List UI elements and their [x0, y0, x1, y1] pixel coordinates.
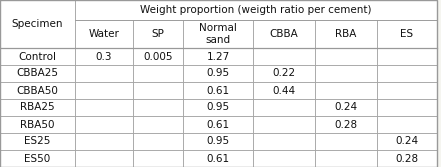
Bar [315, 48, 377, 65]
Bar [0, 0, 75, 48]
Text: 0.95: 0.95 [206, 103, 230, 113]
Bar [183, 82, 253, 99]
Bar [183, 48, 253, 65]
Text: RBA25: RBA25 [20, 103, 55, 113]
Bar [75, 150, 133, 167]
Text: 0.95: 0.95 [206, 136, 230, 146]
Bar [133, 48, 183, 65]
Bar [75, 48, 133, 65]
Text: CBBA50: CBBA50 [17, 86, 59, 96]
Bar [377, 99, 437, 116]
Bar [183, 65, 253, 82]
Bar [315, 116, 377, 133]
Bar [315, 99, 377, 116]
Bar [75, 116, 133, 133]
Bar [133, 82, 183, 99]
Bar [75, 99, 133, 116]
Bar [0, 99, 75, 116]
Text: ES50: ES50 [24, 153, 51, 163]
Bar [133, 150, 183, 167]
Text: CBBA25: CBBA25 [16, 68, 59, 78]
Text: Weight proportion (weigth ratio per cement): Weight proportion (weigth ratio per ceme… [140, 5, 372, 15]
Text: ES25: ES25 [24, 136, 51, 146]
Text: Control: Control [19, 51, 56, 61]
Bar [377, 116, 437, 133]
Text: 0.61: 0.61 [206, 86, 230, 96]
Bar [183, 99, 253, 116]
Bar [253, 133, 315, 150]
Bar [0, 48, 75, 65]
Bar [377, 150, 437, 167]
Bar [0, 82, 75, 99]
Text: ES: ES [400, 29, 414, 39]
Text: CBBA: CBBA [269, 29, 299, 39]
Text: 1.27: 1.27 [206, 51, 230, 61]
Text: 0.28: 0.28 [334, 120, 358, 129]
Text: 0.44: 0.44 [273, 86, 295, 96]
Text: 0.005: 0.005 [143, 51, 173, 61]
Bar [315, 65, 377, 82]
Text: 0.28: 0.28 [396, 153, 419, 163]
Bar [183, 20, 253, 48]
Bar [253, 99, 315, 116]
Bar [183, 133, 253, 150]
Bar [315, 133, 377, 150]
Bar [75, 133, 133, 150]
Bar [133, 99, 183, 116]
Text: 0.24: 0.24 [396, 136, 419, 146]
Bar [377, 65, 437, 82]
Text: Water: Water [89, 29, 120, 39]
Text: 0.24: 0.24 [334, 103, 358, 113]
Bar [253, 48, 315, 65]
Text: Normal
sand: Normal sand [199, 23, 237, 45]
Bar [183, 116, 253, 133]
Text: 0.95: 0.95 [206, 68, 230, 78]
Bar [377, 133, 437, 150]
Bar [0, 133, 75, 150]
Bar [315, 20, 377, 48]
Bar [133, 20, 183, 48]
Bar [315, 82, 377, 99]
Bar [377, 20, 437, 48]
Text: 0.61: 0.61 [206, 120, 230, 129]
Bar [253, 116, 315, 133]
Bar [0, 65, 75, 82]
Bar [253, 65, 315, 82]
Text: RBA50: RBA50 [20, 120, 55, 129]
Bar [133, 65, 183, 82]
Text: 0.22: 0.22 [273, 68, 295, 78]
Bar [133, 116, 183, 133]
Text: RBA: RBA [335, 29, 357, 39]
Bar [377, 82, 437, 99]
Text: 0.3: 0.3 [96, 51, 112, 61]
Bar [0, 150, 75, 167]
Bar [183, 150, 253, 167]
Bar [75, 65, 133, 82]
Text: 0.61: 0.61 [206, 153, 230, 163]
Bar [377, 48, 437, 65]
Bar [253, 20, 315, 48]
Bar [0, 116, 75, 133]
Bar [253, 82, 315, 99]
Text: Specimen: Specimen [12, 19, 63, 29]
Bar [75, 0, 437, 20]
Bar [253, 150, 315, 167]
Bar [315, 150, 377, 167]
Bar [75, 82, 133, 99]
Bar [133, 133, 183, 150]
Text: SP: SP [152, 29, 164, 39]
Bar [75, 20, 133, 48]
